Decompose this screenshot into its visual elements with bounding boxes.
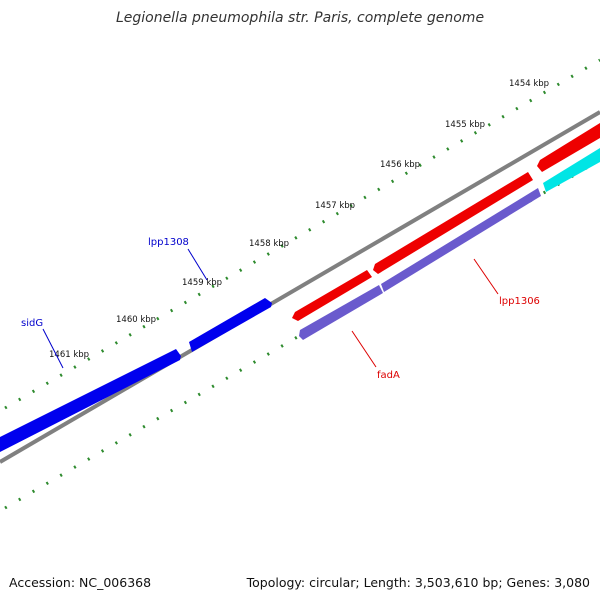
- gene-label-sidG[interactable]: sidG: [21, 318, 43, 329]
- genome-backbone: [0, 110, 600, 464]
- leader-sidG: [42, 328, 64, 369]
- leader-lpp1308: [187, 248, 208, 281]
- reverse-gene-upper[interactable]: [537, 123, 600, 172]
- scale-label-1460: 1460 kbp: [116, 315, 156, 325]
- leader-fadA: [351, 330, 377, 368]
- gene-label-fadA[interactable]: fadA: [377, 370, 400, 381]
- reverse-cds-lpp1306[interactable]: [381, 188, 541, 292]
- leader-lpp1306: [473, 258, 499, 295]
- gene-label-lpp1306[interactable]: lpp1306: [499, 296, 540, 307]
- genome-summary-text: Topology: circular; Length: 3,503,610 bp…: [246, 575, 590, 590]
- forward-gene-lpp1308[interactable]: [189, 298, 272, 352]
- scale-label-1454: 1454 kbp: [509, 79, 549, 89]
- scale-label-1459: 1459 kbp: [182, 278, 222, 288]
- reverse-gene-fadA[interactable]: [292, 270, 372, 321]
- scale-label-1461: 1461 kbp: [49, 350, 89, 360]
- scale-label-1457: 1457 kbp: [315, 201, 355, 211]
- reverse-cds-fadA[interactable]: [299, 285, 383, 340]
- accession-text: Accession: NC_006368: [9, 575, 152, 590]
- forward-gene-sidG-body[interactable]: [0, 349, 181, 452]
- scale-label-1458: 1458 kbp: [249, 239, 289, 249]
- other-feature-cyan[interactable]: [543, 148, 600, 192]
- gene-label-lpp1308[interactable]: lpp1308: [148, 237, 189, 248]
- scale-label-1456: 1456 kbp: [380, 160, 420, 170]
- scale-label-1455: 1455 kbp: [445, 120, 485, 130]
- reverse-gene-lpp1306[interactable]: [373, 172, 533, 274]
- map-title: Legionella pneumophila str. Paris, compl…: [115, 10, 485, 26]
- outer-tick-ring: [4, 58, 600, 410]
